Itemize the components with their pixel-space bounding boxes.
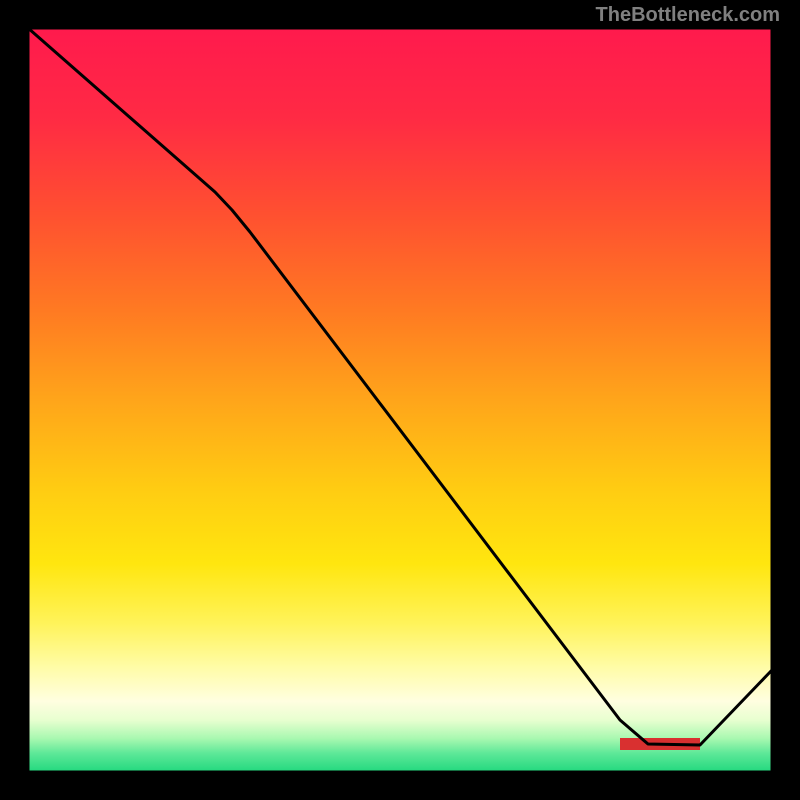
watermark-text: TheBottleneck.com	[596, 4, 780, 27]
bottleneck-chart: ··········	[0, 0, 800, 800]
plot-background	[28, 28, 772, 772]
